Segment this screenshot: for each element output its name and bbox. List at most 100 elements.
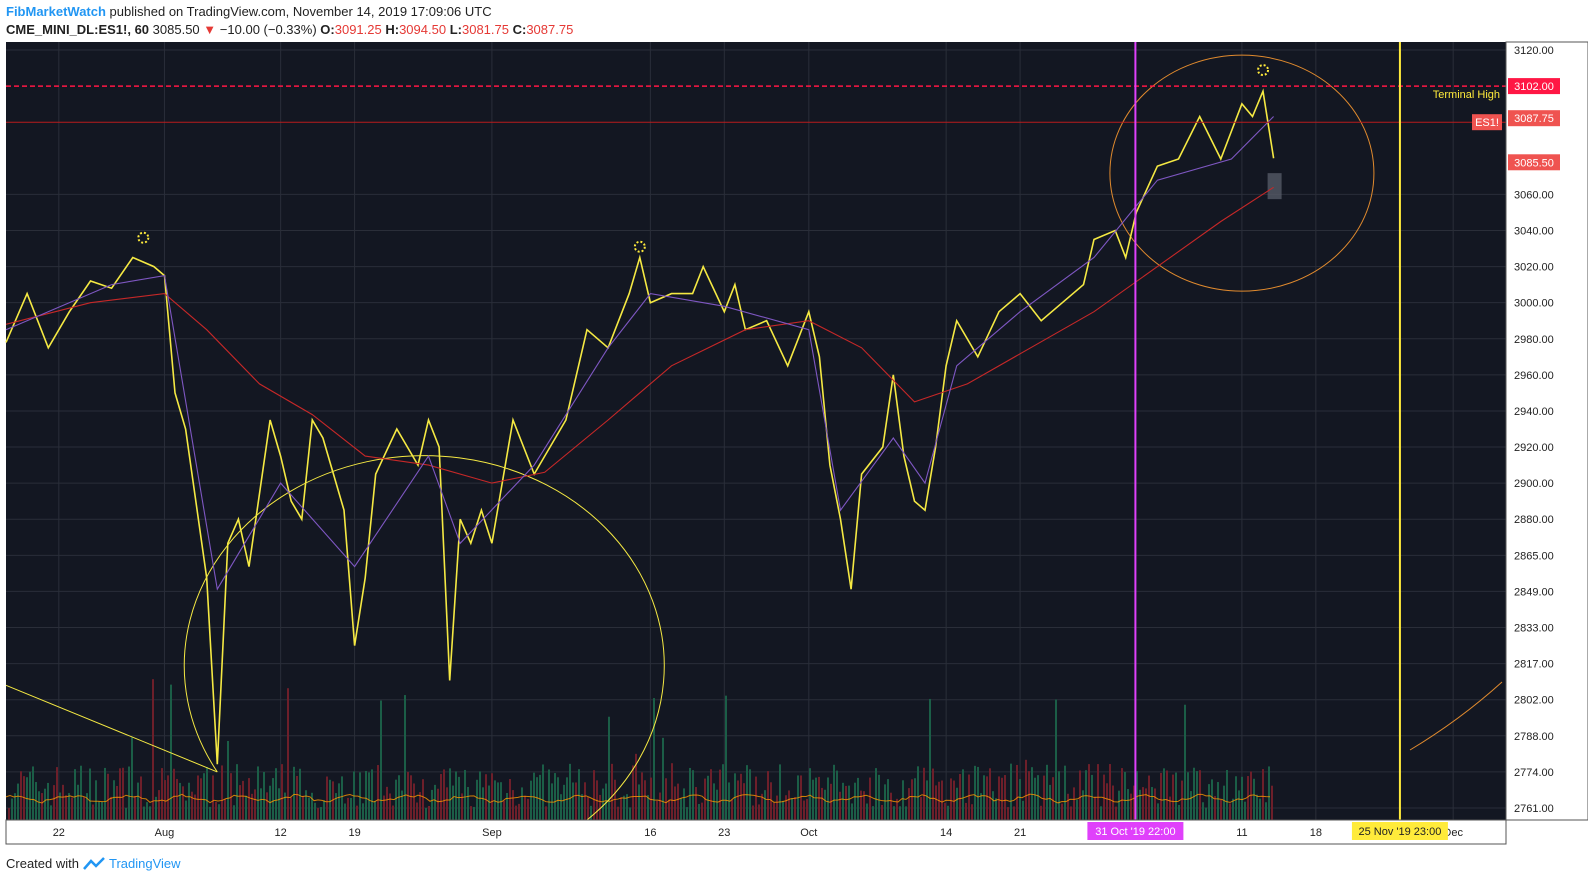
volume-bar	[293, 766, 295, 820]
volume-bar	[794, 797, 796, 820]
volume-bar	[1169, 796, 1171, 820]
volume-bar	[1022, 800, 1024, 820]
volume-bar	[68, 793, 70, 820]
volume-bar	[1190, 791, 1192, 820]
volume-bar	[572, 782, 574, 820]
x-tick-label: Aug	[155, 827, 175, 839]
volume-bar	[401, 790, 403, 820]
volume-bar	[770, 782, 772, 820]
volume-bar	[446, 787, 448, 820]
volume-bar	[1160, 772, 1162, 820]
volume-bar	[314, 802, 316, 820]
volume-bar	[17, 783, 19, 820]
volume-bar	[47, 782, 49, 820]
volume-bar	[203, 773, 205, 820]
volume-bar	[881, 804, 883, 820]
volume-bar	[656, 800, 658, 820]
x-tick-label: 22	[53, 827, 65, 839]
volume-bar	[1214, 796, 1216, 820]
volume-bar	[425, 807, 427, 820]
volume-bar	[476, 779, 478, 820]
volume-bar	[1241, 776, 1243, 820]
x-tick-label: Sep	[482, 827, 502, 839]
volume-bar	[962, 769, 964, 820]
volume-bar	[884, 784, 886, 820]
volume-bar	[1253, 778, 1255, 820]
tradingview-brand[interactable]: TradingView	[108, 856, 181, 871]
volume-bar	[584, 782, 586, 820]
volume-bar	[1259, 798, 1261, 820]
volume-bar	[707, 775, 709, 820]
volume-bar	[1025, 759, 1027, 820]
volume-bar	[101, 801, 103, 820]
author-link[interactable]: FibMarketWatch	[6, 4, 106, 19]
volume-bar	[683, 788, 685, 820]
volume-bar	[371, 769, 373, 820]
volume-bar	[719, 769, 721, 820]
volume-bar	[1016, 764, 1018, 820]
volume-bar	[626, 794, 628, 820]
y-tick-label: 3020.00	[1514, 262, 1554, 274]
volume-bar	[1004, 775, 1006, 820]
volume-bar	[170, 684, 172, 820]
volume-bar	[113, 780, 115, 820]
ohlc-line: CME_MINI_DL:ES1!, 60 3085.50 ▼ −10.00 (−…	[6, 22, 573, 37]
volume-bar	[629, 807, 631, 820]
series-line-ma_slow	[5, 186, 1274, 484]
volume-bar	[83, 796, 85, 820]
volume-bar	[965, 802, 967, 820]
volume-bar	[527, 798, 529, 820]
volume-bar	[1028, 771, 1030, 820]
volume-bar	[695, 787, 697, 820]
high-value: 3094.50	[399, 22, 447, 37]
volume-bar	[620, 797, 622, 820]
volume-bar	[905, 806, 907, 820]
volume-bar	[458, 776, 460, 820]
volume-bar	[1181, 780, 1183, 820]
volume-bar	[734, 773, 736, 820]
volume-bar	[38, 791, 40, 820]
footer: Created with TradingView	[6, 856, 181, 871]
volume-bar	[824, 789, 826, 820]
price-axis-tag	[1508, 110, 1560, 127]
volume-bar	[851, 803, 853, 820]
volume-bar	[1052, 777, 1054, 820]
volume-bar	[1007, 807, 1009, 820]
volume-bar	[1076, 799, 1078, 820]
y-tick-label: 2980.00	[1514, 334, 1554, 346]
volume-bar	[809, 768, 811, 820]
volume-bar	[518, 803, 520, 820]
volume-bar	[1040, 805, 1042, 820]
volume-bar	[332, 781, 334, 820]
volume-bar	[122, 767, 124, 820]
volume-bar	[653, 698, 655, 820]
volume-bar	[8, 807, 10, 820]
volume-bar	[953, 780, 955, 820]
volume-bar	[638, 784, 640, 820]
volume-bar	[1034, 777, 1036, 820]
volume-bar	[1220, 799, 1222, 820]
volume-bar	[1010, 763, 1012, 820]
volume-bar	[710, 769, 712, 820]
volume-bar	[347, 797, 349, 820]
volume-bar	[869, 777, 871, 820]
volume-bar	[533, 772, 535, 820]
y-tick-label: 2865.00	[1514, 550, 1554, 562]
volume-bar	[11, 798, 13, 820]
volume-bar	[731, 799, 733, 820]
volume-bar	[191, 791, 193, 820]
volume-bar	[98, 801, 100, 820]
volume-bar	[803, 800, 805, 820]
symbol-tag	[1472, 114, 1502, 131]
volume-bar	[290, 797, 292, 820]
volume-bar	[95, 780, 97, 820]
volume-bar	[623, 795, 625, 820]
published-text: published on TradingView.com, November 1…	[109, 4, 492, 19]
volume-bar	[467, 786, 469, 820]
volume-bar	[1046, 764, 1048, 820]
volume-bar	[284, 792, 286, 820]
volume-bar	[1118, 790, 1120, 820]
x-tick-label: 18	[1310, 827, 1322, 839]
volume-bar	[716, 789, 718, 820]
